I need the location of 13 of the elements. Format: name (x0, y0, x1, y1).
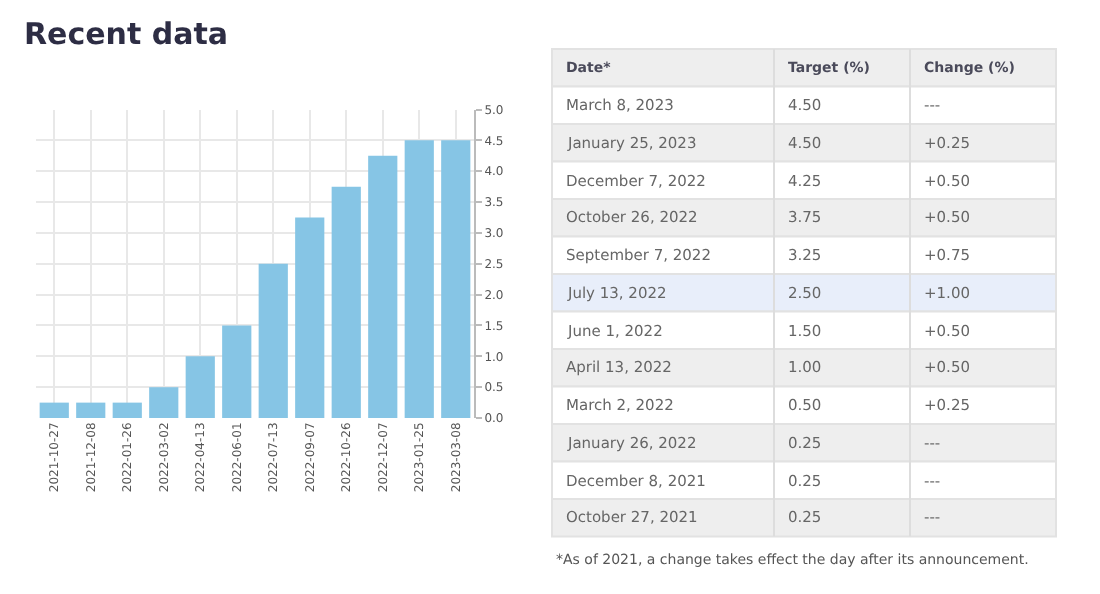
chart-title: Recent data (24, 16, 229, 52)
bar (185, 356, 215, 419)
bar (368, 155, 398, 419)
bar (258, 263, 288, 419)
bar (76, 402, 106, 419)
bar (149, 387, 179, 419)
bar (222, 325, 252, 419)
bar (112, 402, 142, 419)
bar (295, 217, 325, 419)
bar (331, 186, 361, 419)
bar (404, 140, 434, 419)
bar (441, 140, 471, 419)
bar (39, 402, 69, 419)
